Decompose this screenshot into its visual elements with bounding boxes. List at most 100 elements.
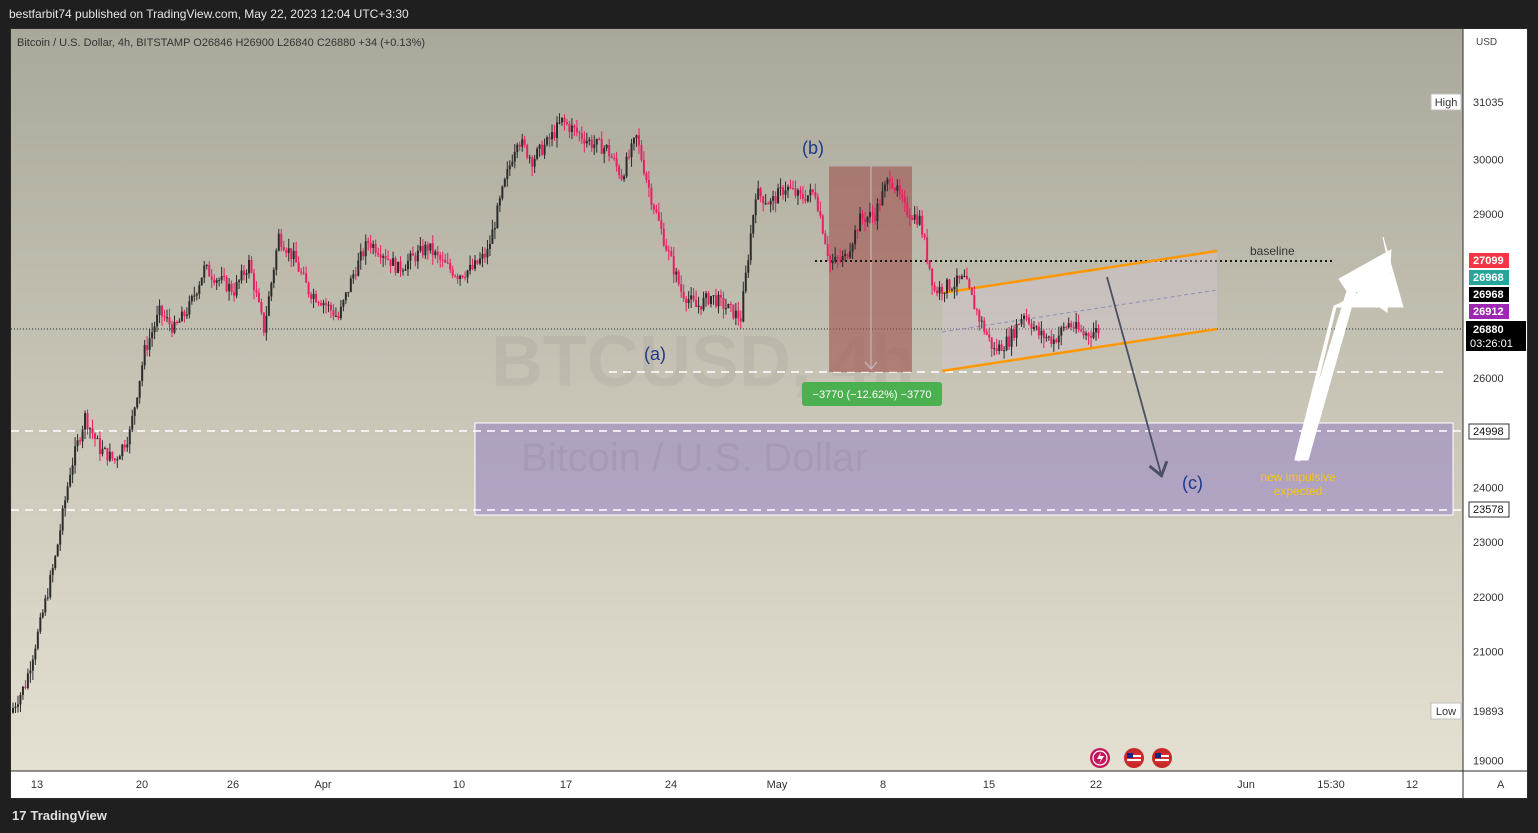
candle-body [657, 211, 660, 221]
candle-body [332, 310, 335, 317]
channel-upper-line[interactable] [941, 249, 1218, 295]
candle-body [603, 148, 606, 154]
candle-body [26, 673, 29, 688]
candle-body [200, 277, 203, 286]
candle-body [906, 202, 909, 215]
svg-text:26968: 26968 [1473, 272, 1504, 284]
candle-body [573, 125, 576, 128]
candle-body [466, 270, 469, 278]
candle-body [516, 144, 519, 153]
candle-body [908, 214, 911, 218]
candle-body [630, 143, 633, 158]
candle-body [556, 122, 558, 138]
candle-body [779, 187, 782, 189]
candle-body [434, 251, 437, 256]
candle-body [320, 303, 323, 306]
candle-body [260, 301, 263, 313]
candle-body [329, 304, 332, 311]
candle-body [322, 302, 325, 306]
candle-body [546, 137, 549, 145]
demand-zone[interactable] [474, 422, 1454, 516]
tradingview-logo[interactable]: 17 TradingView [12, 808, 107, 824]
measure-label: −3770 (−12.62%) −3770 [813, 389, 932, 401]
candle-body [454, 275, 457, 277]
candle-body [101, 448, 104, 455]
candle-body [498, 198, 501, 206]
down-arrow[interactable] [1106, 276, 1169, 479]
candle-body [983, 320, 986, 332]
candle-body [93, 433, 96, 439]
price-axis[interactable] [1463, 29, 1527, 771]
x-tick-label: 17 [560, 779, 572, 791]
x-tick-label: 26 [227, 779, 239, 791]
axis-auto-button[interactable]: A [1497, 779, 1505, 791]
candle-body [138, 380, 141, 398]
candle-body [123, 444, 126, 448]
candles[interactable] [12, 113, 1100, 714]
candle-body [292, 250, 295, 260]
y-tick-label: 19000 [1473, 756, 1504, 768]
candle-body [717, 294, 720, 307]
low-marker: Low 19893 [1430, 702, 1504, 720]
candle-body [724, 308, 727, 310]
candle-body [647, 179, 650, 188]
candle-body [424, 244, 427, 256]
high-marker: High 31035 [1430, 93, 1504, 111]
candle-body [1025, 315, 1028, 318]
candle-body [816, 196, 819, 212]
candle-body [282, 246, 285, 251]
chart-frame[interactable]: Bitcoin / U.S. Dollar, 4h, BITSTAMP O268… [10, 28, 1528, 799]
candle-body [844, 254, 847, 256]
candle-body [1005, 336, 1008, 351]
candle-body [864, 219, 867, 223]
candle-body [1092, 332, 1095, 338]
candle-body [891, 182, 894, 189]
candle-body [868, 212, 871, 218]
candle-body [377, 252, 380, 255]
low-label: Low [1436, 706, 1456, 718]
label-a: (a) [644, 344, 666, 364]
candle-body [247, 259, 250, 274]
candle-body [367, 241, 370, 243]
price-chart[interactable]: Bitcoin / U.S. Dollar, 4h, BITSTAMP O268… [11, 29, 1527, 798]
candle-body [585, 140, 588, 144]
publish-header-text: bestfarbit74 published on TradingView.co… [9, 7, 409, 21]
candle-body [1027, 317, 1030, 324]
candle-body [707, 293, 710, 305]
channel-lower-line[interactable] [941, 327, 1218, 373]
candle-body [819, 211, 822, 216]
candle-body [553, 132, 556, 138]
candle-body [133, 407, 136, 417]
candle-body [76, 440, 79, 447]
candle-body [362, 251, 365, 257]
candle-body [767, 203, 770, 205]
candle-body [995, 348, 998, 352]
candle-body [568, 123, 571, 132]
candle-body [670, 250, 673, 257]
candle-body [431, 243, 434, 256]
candle-body [41, 612, 44, 618]
candle-body [834, 256, 837, 262]
candle-body [551, 132, 554, 140]
candle-body [851, 244, 854, 252]
candle-body [441, 259, 444, 261]
candle-body [359, 251, 362, 261]
x-axis-ticks: 13 20 26 Apr 10 17 24 May 8 15 22 Jun 15:30 12 [31, 779, 1418, 791]
event-icons[interactable] [1090, 748, 1172, 768]
candle-body [203, 265, 206, 278]
candle-body [1052, 339, 1055, 344]
candle-body [898, 185, 901, 195]
candle-body [235, 282, 238, 296]
candle-body [960, 276, 963, 279]
candle-body [243, 270, 246, 275]
candle-body [148, 338, 151, 350]
candle-body [327, 304, 330, 306]
candle-body [854, 230, 857, 245]
chart-pane[interactable] [11, 29, 1463, 771]
candle-body [106, 448, 109, 461]
candle-body [324, 302, 327, 305]
candle-body [302, 272, 305, 274]
candle-body [941, 286, 944, 294]
candle-body [156, 314, 159, 327]
time-axis[interactable] [11, 771, 1527, 798]
